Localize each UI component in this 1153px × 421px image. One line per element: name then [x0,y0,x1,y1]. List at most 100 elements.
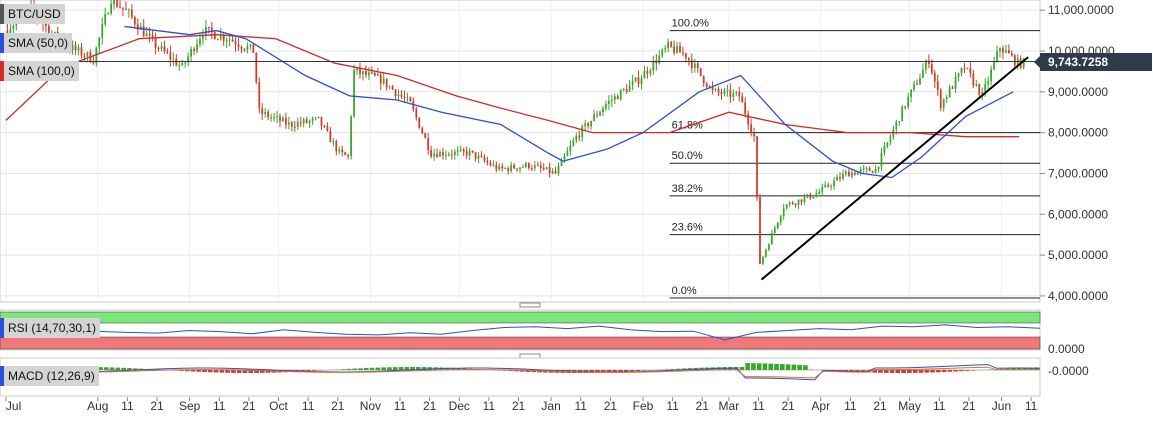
x-tick-label: 11 [752,399,765,413]
candle-body [134,17,136,24]
candle-body [430,150,432,157]
candle-body [451,154,453,155]
candle-body [267,112,269,117]
candle-body [356,68,358,70]
macd-histogram-bar [774,364,779,370]
candle-body [635,78,637,81]
candle-body [324,126,326,127]
candle-body [961,68,963,73]
y-tick-label: 11,000.0000 [1048,3,1114,17]
candle-body [958,73,960,77]
candle-body [297,122,299,127]
candle-body [878,166,880,168]
candle-body [81,47,83,55]
candle-body [836,177,838,181]
candle-body [327,126,329,130]
candle-body [214,32,216,39]
candle-body [578,136,580,138]
candle-body [528,163,530,168]
candle-body [715,89,717,90]
candle-body [632,81,634,85]
candle-body [78,47,80,50]
macd-histogram-bar [664,369,669,370]
candle-body [469,151,471,156]
sma50-text: SMA (50,0) [8,36,68,50]
candle-body [934,73,936,82]
y-tick-label: 9,000.0000 [1048,85,1108,99]
candle-body [638,78,640,84]
candle-body [629,85,631,92]
fib-level-label: 38.2% [672,183,703,195]
candle-body [380,74,382,83]
x-tick-label: 11 [666,399,679,413]
macd-histogram-bar [942,370,947,372]
candle-body [158,48,160,49]
sma50-label[interactable]: SMA (50,0) [0,33,72,53]
rsi-axis-label: 0.0000 [1048,342,1085,356]
candle-body [190,49,192,57]
candle-body [1002,48,1004,52]
candle-body [107,14,109,15]
x-tick-label: 21 [423,399,437,413]
candle-body [270,117,272,118]
candle-body [608,101,610,104]
candle-body [92,62,94,63]
candle-body [801,200,803,203]
x-tick-label: Mar [719,399,740,413]
candle-body [546,167,548,169]
candle-body [288,122,290,124]
candle-body [244,49,246,50]
candle-body [863,168,865,169]
x-tick-label: Dec [449,399,470,413]
candle-body [424,133,426,138]
rsi-label[interactable]: RSI (14,70,30,1) [0,318,100,338]
candle-body [599,112,601,115]
symbol-text: BTC/USD [8,7,61,21]
x-tick-label: Jun [992,399,1011,413]
candle-body [516,168,518,169]
macd-histogram-bar [630,370,635,371]
candle-body [282,118,284,121]
candle-body [217,39,219,40]
candle-body [552,171,554,173]
candle-body [700,68,702,76]
candle-body [866,168,868,169]
rsi-text: RSI (14,70,30,1) [8,321,96,335]
sma100-label[interactable]: SMA (100,0) [0,61,79,81]
macd-histogram-bar [786,364,791,370]
candle-body [910,90,912,97]
macd-label[interactable]: MACD (12,26,9) [0,366,99,386]
candle-body [581,126,583,137]
candle-body [972,73,974,85]
candle-body [907,97,909,107]
x-tick-label: 21 [150,399,164,413]
candle-body [492,165,494,166]
x-tick-label: 21 [512,399,526,413]
candle-body [98,38,100,48]
candle-body [558,166,560,173]
candle-body [371,72,373,73]
candle-body [996,51,998,61]
candle-body [87,52,89,56]
candle-body [466,151,468,155]
candle-body [238,45,240,47]
macd-histogram-bar [792,365,797,370]
candle-body [587,123,589,126]
x-tick-label: 11 [933,399,946,413]
candle-body [273,117,275,118]
candle-body [978,84,980,95]
candle-body [848,172,850,177]
candle-body [969,68,971,74]
symbol-label[interactable]: BTC/USD [0,4,65,24]
y-tick-label: 6,000.0000 [1048,207,1108,221]
macd-histogram-bar [370,368,375,370]
macd-histogram-bar [393,367,398,370]
candle-body [795,204,797,205]
macd-histogram-bar [225,370,230,373]
candle-body [567,151,569,156]
candle-body [395,90,397,96]
candle-body [999,48,1001,51]
candle-body [975,84,977,85]
candle-body [729,90,731,97]
